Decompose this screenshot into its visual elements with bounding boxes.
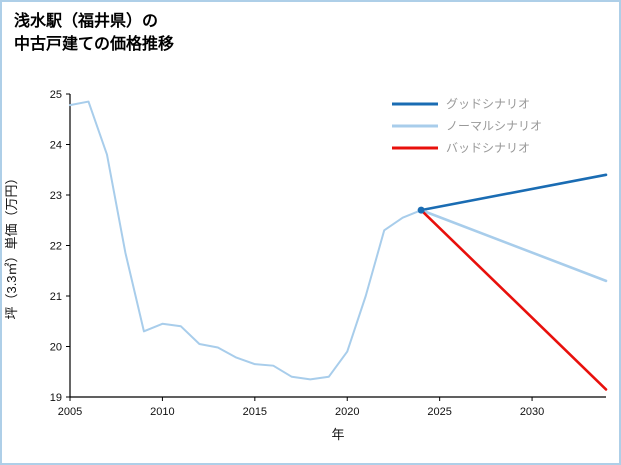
y-tick-label: 23 xyxy=(50,190,62,202)
y-tick-label: 24 xyxy=(50,140,62,152)
y-tick-label: 21 xyxy=(50,291,62,303)
x-tick-label: 2005 xyxy=(58,406,82,418)
x-tick-label: 2010 xyxy=(150,406,174,418)
legend-label: バッドシナリオ xyxy=(446,141,530,155)
chart-title-line1: 浅水駅（福井県）の xyxy=(14,13,159,30)
y-tick-label: 19 xyxy=(50,392,62,404)
price-trend-line-chart: 2005 2010 2015 2020 2025 2030 19 20 21 22 23 24 25 年 坪… xyxy=(4,89,608,442)
series-line xyxy=(419,173,608,212)
chart-title: 浅水駅（福井県）の 中古戸建ての価格推移 xyxy=(14,10,174,56)
series-line xyxy=(419,208,608,283)
y-tick-label: 25 xyxy=(50,89,62,101)
legend-label: ノーマルシナリオ xyxy=(446,119,542,133)
x-tick-label: 2030 xyxy=(520,406,544,418)
series-line xyxy=(69,100,423,381)
legend-label: グッドシナリオ xyxy=(446,97,530,111)
y-axis-label: 坪（3.3㎡）単価（万円） xyxy=(4,171,19,319)
y-tick-label: 20 xyxy=(50,342,62,354)
x-tick-label: 2020 xyxy=(335,406,359,418)
branch-point-marker xyxy=(417,206,425,214)
y-tick-label: 22 xyxy=(50,241,62,253)
x-tick-label: 2015 xyxy=(243,406,267,418)
x-axis-label: 年 xyxy=(331,427,344,442)
series-line xyxy=(419,208,608,391)
x-tick-label: 2025 xyxy=(427,406,451,418)
chart-title-line2: 中古戸建ての価格推移 xyxy=(14,36,175,54)
